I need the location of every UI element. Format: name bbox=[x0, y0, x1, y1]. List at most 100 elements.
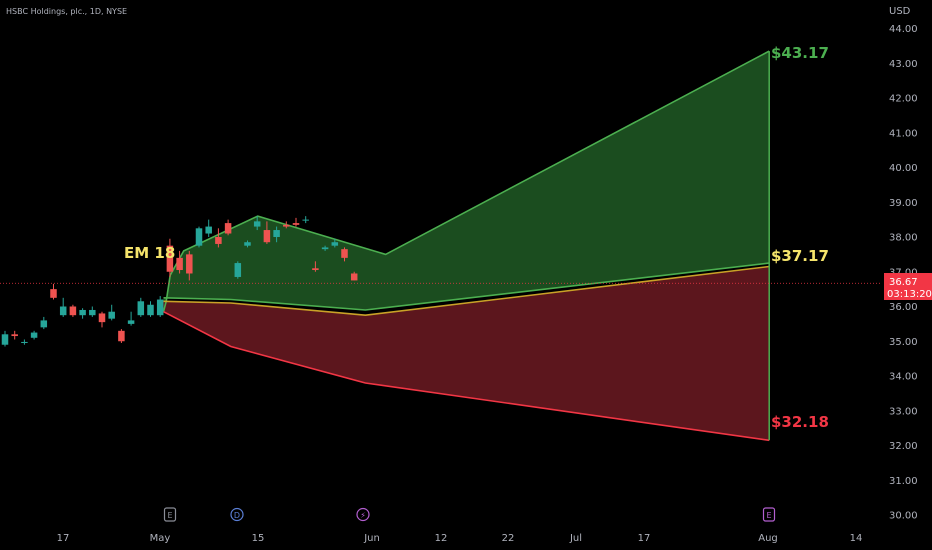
candle-body bbox=[127, 320, 135, 324]
candle-body bbox=[244, 242, 251, 246]
y-tick-label: 34.00 bbox=[889, 372, 918, 383]
candle bbox=[331, 238, 339, 248]
x-tick-label: 12 bbox=[435, 533, 448, 544]
candle bbox=[89, 306, 96, 317]
price-axis[interactable]: USD 44.00 43.00 42.00 41.00 40.00 39.00 38.00 3… bbox=[889, 6, 918, 522]
candle-body bbox=[263, 230, 271, 243]
candle-body bbox=[69, 306, 77, 316]
y-tick-label: 30.00 bbox=[889, 511, 918, 522]
x-tick-label: Jul bbox=[569, 533, 582, 544]
candle bbox=[21, 339, 28, 345]
candle bbox=[312, 261, 319, 272]
candle bbox=[176, 250, 183, 274]
y-tick-label: 35.00 bbox=[889, 337, 918, 348]
candle-body bbox=[11, 334, 18, 337]
candle-body bbox=[195, 228, 203, 246]
event-marker-frame bbox=[762, 507, 776, 522]
y-tick-label: 41.00 bbox=[889, 128, 918, 139]
candle bbox=[302, 216, 309, 224]
y-tick-label: 36.00 bbox=[889, 302, 918, 313]
lower-band-line bbox=[163, 310, 770, 442]
expected-move-bands bbox=[162, 50, 770, 442]
candle bbox=[253, 216, 261, 231]
event-marker-letter: ⚡ bbox=[360, 511, 366, 520]
y-tick-label: 43.00 bbox=[889, 59, 918, 70]
x-tick-label: 14 bbox=[850, 533, 863, 544]
candle-body bbox=[21, 341, 28, 343]
candle bbox=[108, 304, 115, 321]
candle-body bbox=[234, 263, 242, 277]
candle bbox=[234, 261, 242, 279]
lower-target-label: $32.18 bbox=[771, 413, 829, 431]
event-markers: E D ⚡ E bbox=[163, 507, 776, 522]
candle bbox=[224, 219, 232, 236]
candle bbox=[341, 247, 348, 262]
event-marker-split[interactable]: ⚡ bbox=[356, 507, 370, 522]
candle bbox=[166, 238, 174, 277]
candle-body bbox=[166, 245, 174, 272]
candle-body bbox=[350, 273, 358, 281]
candle bbox=[195, 226, 203, 248]
currency-label: USD bbox=[889, 6, 911, 17]
lower-band-fill bbox=[163, 266, 770, 441]
x-tick-label: 15 bbox=[252, 533, 265, 544]
candle bbox=[50, 283, 57, 300]
y-tick-label: 33.00 bbox=[889, 406, 918, 417]
x-tick-label: 17 bbox=[638, 533, 651, 544]
y-tick-label: 39.00 bbox=[889, 198, 918, 209]
candle bbox=[11, 330, 18, 340]
event-marker-earnings[interactable]: E bbox=[163, 507, 177, 522]
candle-body bbox=[1, 334, 9, 345]
candle-body bbox=[40, 320, 48, 328]
event-marker-frame bbox=[356, 507, 370, 522]
candle bbox=[186, 250, 193, 281]
candle bbox=[283, 221, 290, 229]
candle-body bbox=[186, 254, 193, 274]
candle-body bbox=[79, 309, 86, 316]
y-tick-label: 40.00 bbox=[889, 163, 918, 174]
candle-body bbox=[118, 330, 125, 342]
candle bbox=[205, 219, 212, 237]
x-tick-label: Jun bbox=[363, 533, 380, 544]
candle-body bbox=[283, 224, 290, 227]
candle-body bbox=[30, 332, 38, 338]
x-tick-label: Aug bbox=[758, 533, 778, 544]
candle-body bbox=[224, 223, 232, 234]
candle bbox=[59, 297, 67, 317]
event-marker-letter: D bbox=[234, 511, 240, 520]
candle-body bbox=[147, 304, 154, 316]
candle bbox=[273, 226, 280, 243]
price-tag-value: 36.67 bbox=[889, 277, 918, 288]
event-marker-frame bbox=[230, 507, 244, 522]
candle bbox=[69, 304, 77, 317]
y-tick-label: 32.00 bbox=[889, 441, 918, 452]
upper-target-label: $43.17 bbox=[771, 44, 829, 62]
time-axis[interactable]: 17 May 15 Jun 12 22 Jul 17 Aug 14 bbox=[57, 533, 863, 544]
candle-body bbox=[137, 301, 145, 316]
candle-body bbox=[176, 257, 183, 271]
event-marker-earnings[interactable]: E bbox=[762, 507, 776, 522]
candle-body bbox=[312, 268, 319, 271]
candle bbox=[350, 271, 358, 281]
candle bbox=[244, 240, 251, 248]
candle bbox=[263, 221, 271, 244]
candle bbox=[98, 311, 106, 328]
symbol-label: HSBC Holdings, plc., 1D, NYSE bbox=[6, 7, 128, 16]
candle-body bbox=[89, 309, 96, 316]
y-tick-label: 38.00 bbox=[889, 233, 918, 244]
candle bbox=[147, 301, 154, 317]
price-tag-countdown: 03:13:20 bbox=[887, 289, 932, 300]
mid-target-label: $37.17 bbox=[771, 247, 829, 265]
y-tick-label: 31.00 bbox=[889, 476, 918, 487]
candle-body bbox=[273, 230, 280, 237]
y-tick-label: 37.00 bbox=[889, 267, 918, 278]
event-marker-letter: E bbox=[167, 511, 172, 520]
candle-body bbox=[108, 311, 115, 319]
x-tick-label: May bbox=[150, 533, 171, 544]
price-tag: 36.67 03:13:20 bbox=[884, 273, 932, 300]
candle bbox=[30, 330, 38, 340]
candle bbox=[40, 316, 48, 330]
event-marker-dividend[interactable]: D bbox=[230, 507, 244, 522]
candle bbox=[292, 217, 300, 227]
